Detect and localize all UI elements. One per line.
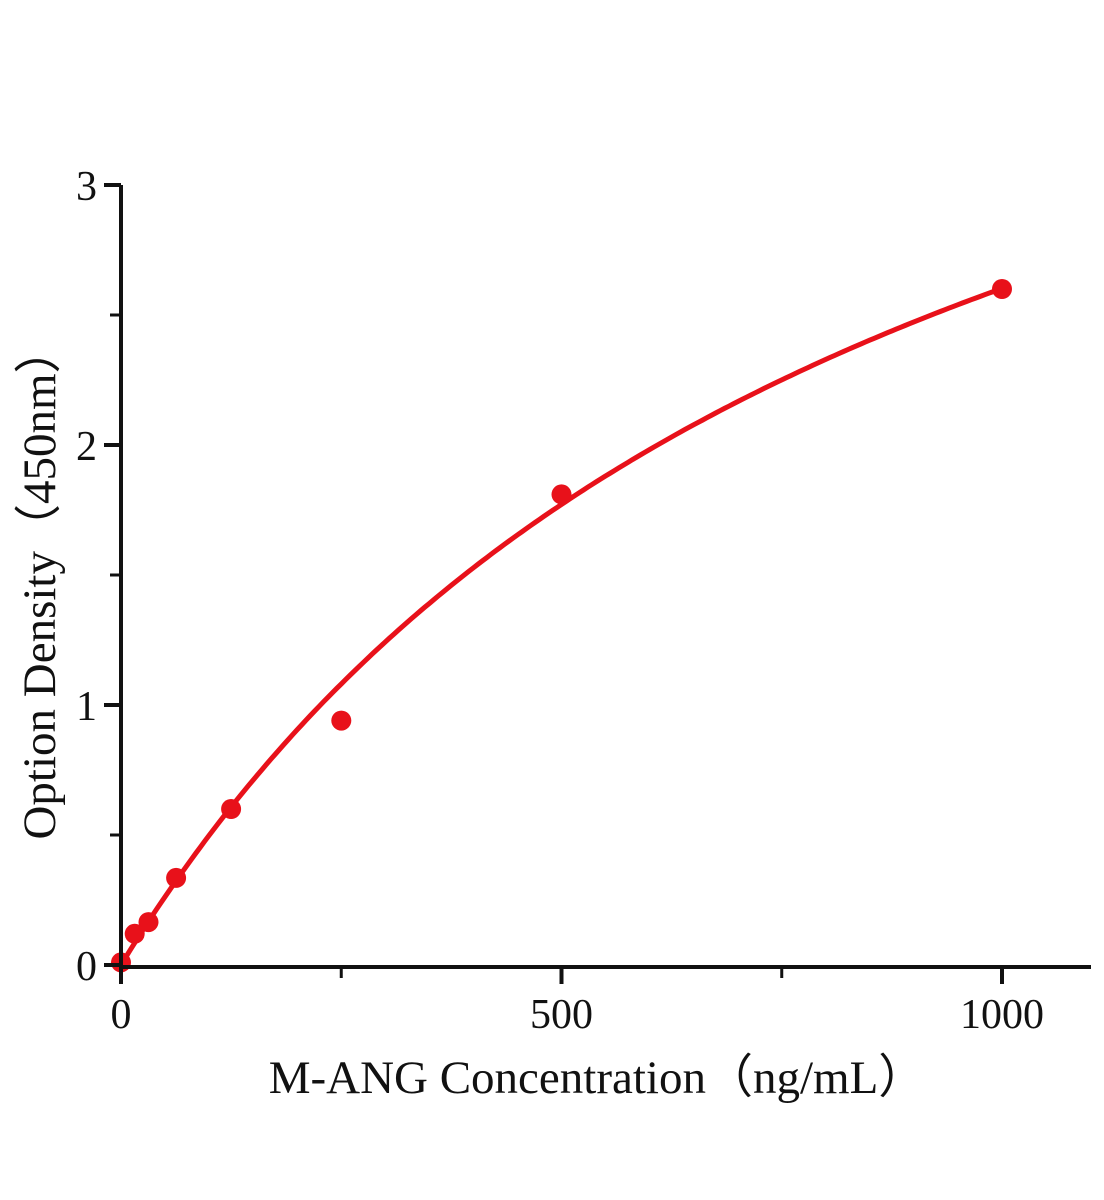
y-axis-tick-labels: 0 1 2 3 <box>76 164 97 990</box>
x-tick-label: 1000 <box>960 992 1044 1038</box>
data-point <box>221 799 242 819</box>
axes-layer: 0 500 1000 0 1 2 3 <box>76 164 1091 1038</box>
x-axis-ticks <box>119 967 1004 984</box>
fit-curve-layer <box>118 285 1005 968</box>
y-axis-ticks <box>104 183 121 967</box>
x-tick-label: 0 <box>111 992 132 1038</box>
fit-curve <box>118 285 1005 968</box>
data-point <box>124 923 145 944</box>
y-tick-label: 2 <box>76 424 97 470</box>
x-axis-tick-labels: 0 500 1000 <box>111 992 1045 1038</box>
data-point <box>331 710 352 731</box>
data-point <box>138 912 159 933</box>
data-point <box>992 279 1012 299</box>
data-points-layer <box>111 279 1012 973</box>
x-axis-title: M-ANG Concentration（ng/mL） <box>269 1052 926 1104</box>
data-point <box>551 484 572 505</box>
data-point <box>166 867 187 888</box>
y-axis-title: Option Density（450nm） <box>14 326 66 839</box>
x-tick-label: 500 <box>530 992 593 1038</box>
y-tick-label: 3 <box>76 164 97 210</box>
y-tick-label: 0 <box>76 944 97 990</box>
y-tick-label: 1 <box>76 684 97 730</box>
